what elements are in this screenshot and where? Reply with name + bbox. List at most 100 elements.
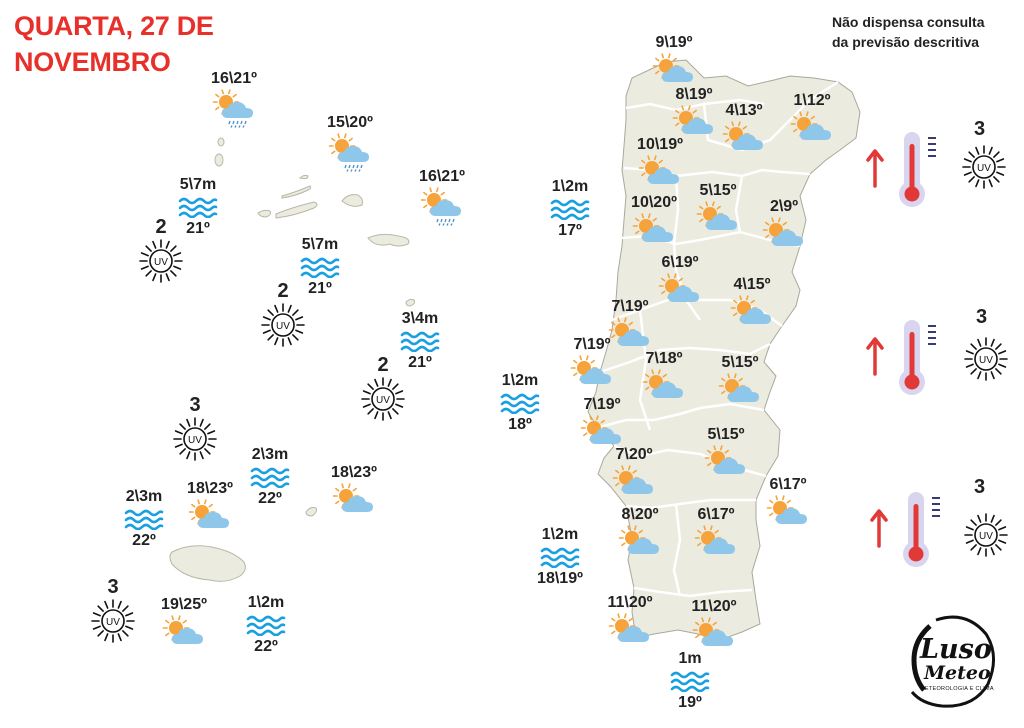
island-flores [217,137,225,147]
sun-cloud-icon [608,317,649,346]
temperature-range: 6\19º [661,254,699,271]
forecast-coimbra: 6\19º [640,254,720,308]
uv-index: 3 [107,576,119,598]
azores-sea-west: 5\7m 21º [168,176,228,238]
water-temperature: 17º [558,222,582,239]
svg-text:UV: UV [977,163,991,174]
island-sao-miguel [367,233,410,247]
arrow-up-icon [866,337,884,376]
forecast-santarem: 7\18º [624,350,704,404]
azores-forecast-east: 16\21º [402,168,482,226]
azores-forecast-west: 16\21º [194,70,274,128]
water-temperature: 22º [254,638,278,655]
sun-cloud-icon [642,369,683,398]
water-temperature: 21º [408,354,432,371]
sun-cloud-icon [718,373,759,402]
madeira-sea-north: 2\3m 22º [240,446,300,508]
sun-cloud-icon [608,613,649,642]
sun-cloud-icon [762,217,803,246]
sun-cloud-icon [652,53,693,82]
sun-cloud-icon [722,121,763,150]
azores-sea-east: 3\4m 21º [390,310,450,372]
waves-icon [300,257,340,278]
forecast-vila-real: 4\13º [704,102,784,156]
temperature-range: 10\19º [637,136,683,153]
logo-text-luso: Luso [920,634,992,665]
waves-icon [250,467,290,488]
island-porto-santo [305,507,317,517]
waves-icon [670,671,710,692]
sun-cloud-rain-icon [212,89,253,128]
temperature-range: 1\12º [793,92,831,109]
island-santa-maria [405,298,415,307]
uv-sun-icon: UV [964,513,1008,557]
luso-meteo-logo: Luso Meteo METEOROLOGIA E CLIMA [906,612,996,710]
forecast-porto: 10\19º [620,136,700,190]
sun-cloud-icon [162,615,203,644]
temperature-range: 10\20º [631,194,677,211]
forecast-beja: 6\17º [676,506,756,560]
forecast-evora: 5\15º [686,426,766,480]
island-corvo [214,153,224,167]
wave-height: 1m [678,650,702,667]
title-line-2: NOVEMBRO [14,47,171,77]
uv-north-group: 3 UV [866,118,1016,214]
azores-islands [214,137,415,307]
sun-cloud-rain-icon [420,187,461,226]
temperature-range: 8\19º [675,86,713,103]
sun-cloud-icon [672,105,713,134]
sun-cloud-icon [696,201,737,230]
waves-icon [400,331,440,352]
sun-cloud-icon [692,617,733,646]
island-pico [275,201,318,219]
sea-south-coast: 1m 19º [660,650,720,712]
temperature-range: 4\15º [733,276,771,293]
madeira-sea-south: 1\2m 22º [236,594,296,656]
temperature-range: 18\23º [331,464,377,481]
madeira-sea-west: 2\3m 22º [114,488,174,550]
temperature-range: 19\25º [161,596,207,613]
temperature-range: 5\15º [699,182,737,199]
svg-text:UV: UV [979,355,993,366]
wave-height: 1\2m [501,372,539,389]
mainland-portugal [587,59,861,641]
waves-icon [124,509,164,530]
sun-cloud-icon [632,213,673,242]
madeira-forecast-south: 19\25º [144,596,224,650]
temperature-range: 11\20º [691,598,737,615]
forecast-aveiro: 10\20º [614,194,694,248]
island-faial [257,209,271,218]
island-madeira [169,545,246,582]
island-sao-jorge [281,185,312,199]
temperature-range: 18\23º [187,480,233,497]
madeira-uv-south: 3 UV [86,576,140,644]
forecast-braga: 8\19º [654,86,734,140]
svg-text:UV: UV [979,531,993,542]
madeira-islands [169,507,317,582]
forecast-portalegre: 5\15º [700,354,780,408]
azores-uv-west: 2 UV [134,216,188,284]
azores-uv-central: 2 UV [256,280,310,348]
sun-cloud-icon [618,525,659,554]
note-line-2: da previsão descritiva [832,34,980,50]
sea-north-coast: 1\2m 17º [540,178,600,240]
wave-height: 2\3m [251,446,289,463]
temperature-range: 7\18º [645,350,683,367]
island-graciosa [299,174,309,180]
forecast-viseu: 5\15º [678,182,758,236]
temperature-range: 15\20º [327,114,373,131]
sun-cloud-icon [580,415,621,444]
water-temperature: 19º [678,694,702,711]
azores-sea-central: 5\7m 21º [290,236,350,298]
sun-cloud-icon [704,445,745,474]
uv-index: 3 [976,306,988,328]
water-temperature: 22º [132,532,156,549]
temperature-range: 2\9º [769,198,799,215]
logo-swoosh [910,615,995,708]
wave-height: 5\7m [301,236,339,253]
svg-text:UV: UV [276,321,290,332]
sea-south-west-coast: 1\2m 18\19º [530,526,590,588]
temperature-range: 8\20º [621,506,659,523]
sun-cloud-icon [694,525,735,554]
title-line-1: QUARTA, 27 DE [14,11,214,41]
